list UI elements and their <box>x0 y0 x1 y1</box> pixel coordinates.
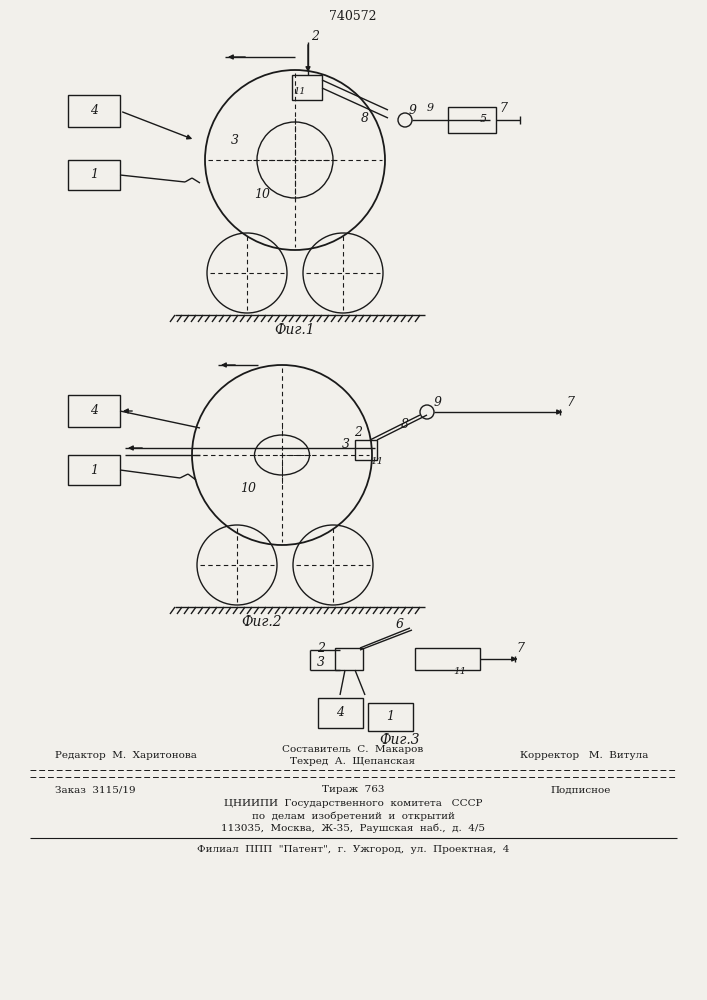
Text: 10: 10 <box>240 482 256 494</box>
Bar <box>68 160 120 190</box>
Text: 2: 2 <box>311 30 319 43</box>
Text: 4: 4 <box>90 404 98 418</box>
Bar <box>415 648 480 670</box>
Text: 113035,  Москва,  Ж-35,  Раушская  наб.,  д.  4/5: 113035, Москва, Ж-35, Раушская наб., д. … <box>221 823 485 833</box>
Text: 6: 6 <box>396 617 404 631</box>
Text: 1: 1 <box>90 464 98 477</box>
Text: Филиал  ППП  "Патент",  г.  Ужгород,  ул.  Проектная,  4: Филиал ППП "Патент", г. Ужгород, ул. Про… <box>197 846 509 854</box>
Text: 11: 11 <box>293 87 305 96</box>
Text: 7: 7 <box>516 642 524 654</box>
Text: 8: 8 <box>361 111 369 124</box>
Text: 8: 8 <box>401 418 409 432</box>
Text: ЦНИИПИ  Государственного  комитета   СССР: ЦНИИПИ Государственного комитета СССР <box>223 800 482 808</box>
Text: Фиг.3: Фиг.3 <box>380 733 421 747</box>
Text: 1: 1 <box>386 710 394 724</box>
Bar <box>68 95 120 127</box>
Bar <box>335 648 363 670</box>
Text: 9: 9 <box>409 104 417 116</box>
Text: 4: 4 <box>336 706 344 720</box>
Text: Подписное: Подписное <box>550 786 610 794</box>
Text: Редактор  М.  Харитонова: Редактор М. Харитонова <box>55 752 197 760</box>
Text: Заказ  3115/19: Заказ 3115/19 <box>55 786 136 794</box>
Text: 11: 11 <box>370 458 384 466</box>
Text: 7: 7 <box>499 102 507 114</box>
Text: 5: 5 <box>479 114 486 124</box>
Bar <box>68 455 120 485</box>
Text: Техред  А.  Щепанская: Техред А. Щепанская <box>291 756 416 766</box>
Text: 1: 1 <box>90 168 98 182</box>
Text: 7: 7 <box>566 396 574 410</box>
Text: 3: 3 <box>342 438 350 452</box>
Text: 2: 2 <box>317 643 325 656</box>
Text: 740572: 740572 <box>329 10 377 23</box>
Text: Составитель  С.  Макаров: Составитель С. Макаров <box>282 746 423 754</box>
Text: 3: 3 <box>317 656 325 670</box>
Text: Фиг.1: Фиг.1 <box>275 323 315 337</box>
Text: 4: 4 <box>90 104 98 117</box>
Text: Тираж  763: Тираж 763 <box>322 786 384 794</box>
Bar <box>318 698 363 728</box>
Bar <box>292 75 322 100</box>
Bar <box>68 395 120 427</box>
Text: Корректор   М.  Витула: Корректор М. Витула <box>520 752 648 760</box>
Bar <box>448 107 496 133</box>
Text: 9: 9 <box>426 103 433 113</box>
Text: Фиг.2: Фиг.2 <box>242 615 282 629</box>
Bar <box>355 440 377 460</box>
Text: 2: 2 <box>354 426 362 440</box>
Text: 3: 3 <box>231 133 239 146</box>
Text: 10: 10 <box>254 188 270 202</box>
Bar <box>368 703 413 731</box>
Text: 11: 11 <box>453 668 467 676</box>
Text: 9: 9 <box>434 395 442 408</box>
Text: по  делам  изобретений  и  открытий: по делам изобретений и открытий <box>252 811 455 821</box>
